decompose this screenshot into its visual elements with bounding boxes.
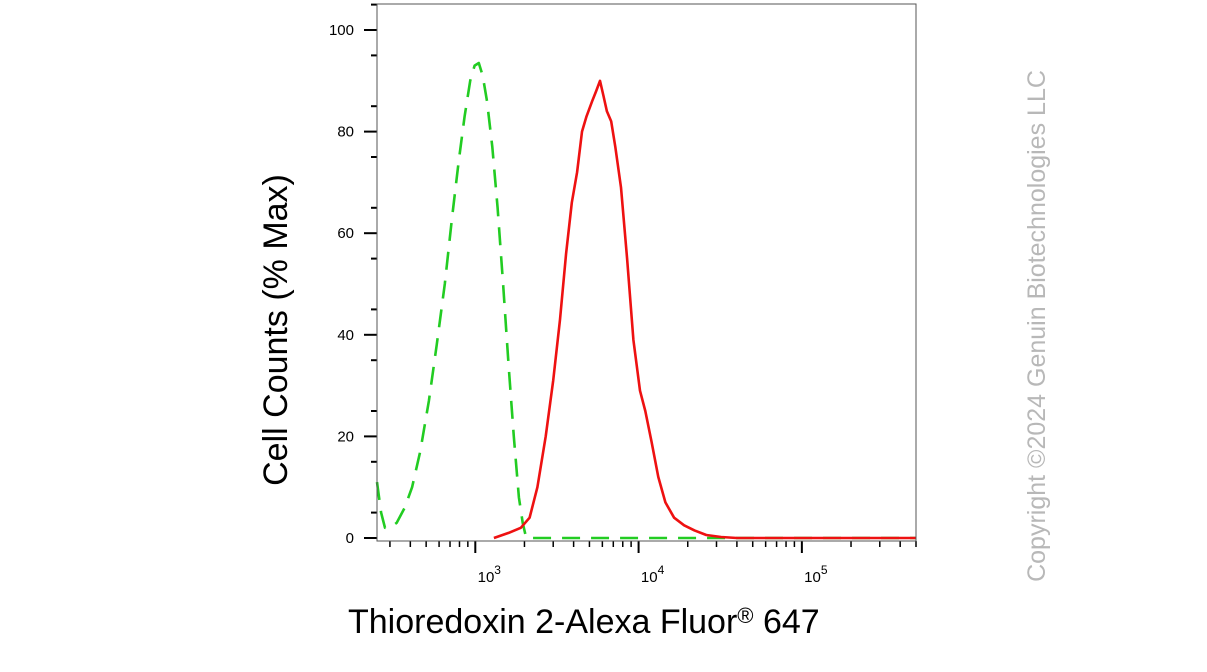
y-tick-label: 0 <box>346 530 354 547</box>
plot-frame <box>376 3 917 542</box>
y-axis-title: Cell Counts (% Max) <box>257 174 295 486</box>
y-tick-label: 80 <box>337 124 354 141</box>
x-axis-title-suffix: 647 <box>754 603 820 641</box>
x-axis-title-registered-mark: ® <box>737 603 753 628</box>
x-tick-label: 103 <box>478 563 502 586</box>
y-tick-label: 20 <box>337 428 354 445</box>
series-layer <box>375 61 916 540</box>
sample-histogram-line <box>493 79 916 540</box>
y-tick-label: 100 <box>329 22 354 39</box>
isotype-control-line <box>375 61 916 540</box>
x-tick-label: 105 <box>804 563 828 586</box>
y-axis-ticks: 0 20 40 60 80 100 <box>329 3 377 547</box>
x-axis-title: Thioredoxin 2-Alexa Fluor® 647 <box>348 603 820 641</box>
copyright-watermark: Copyright ©2024 Genuin Biotechnologies L… <box>1023 70 1051 582</box>
x-axis-title-main: Thioredoxin 2-Alexa Fluor <box>348 603 737 641</box>
y-tick-label: 60 <box>337 225 354 242</box>
x-axis-ticks: 103 104 105 <box>389 541 917 586</box>
y-tick-label: 40 <box>337 327 354 344</box>
x-tick-label: 104 <box>641 563 665 586</box>
